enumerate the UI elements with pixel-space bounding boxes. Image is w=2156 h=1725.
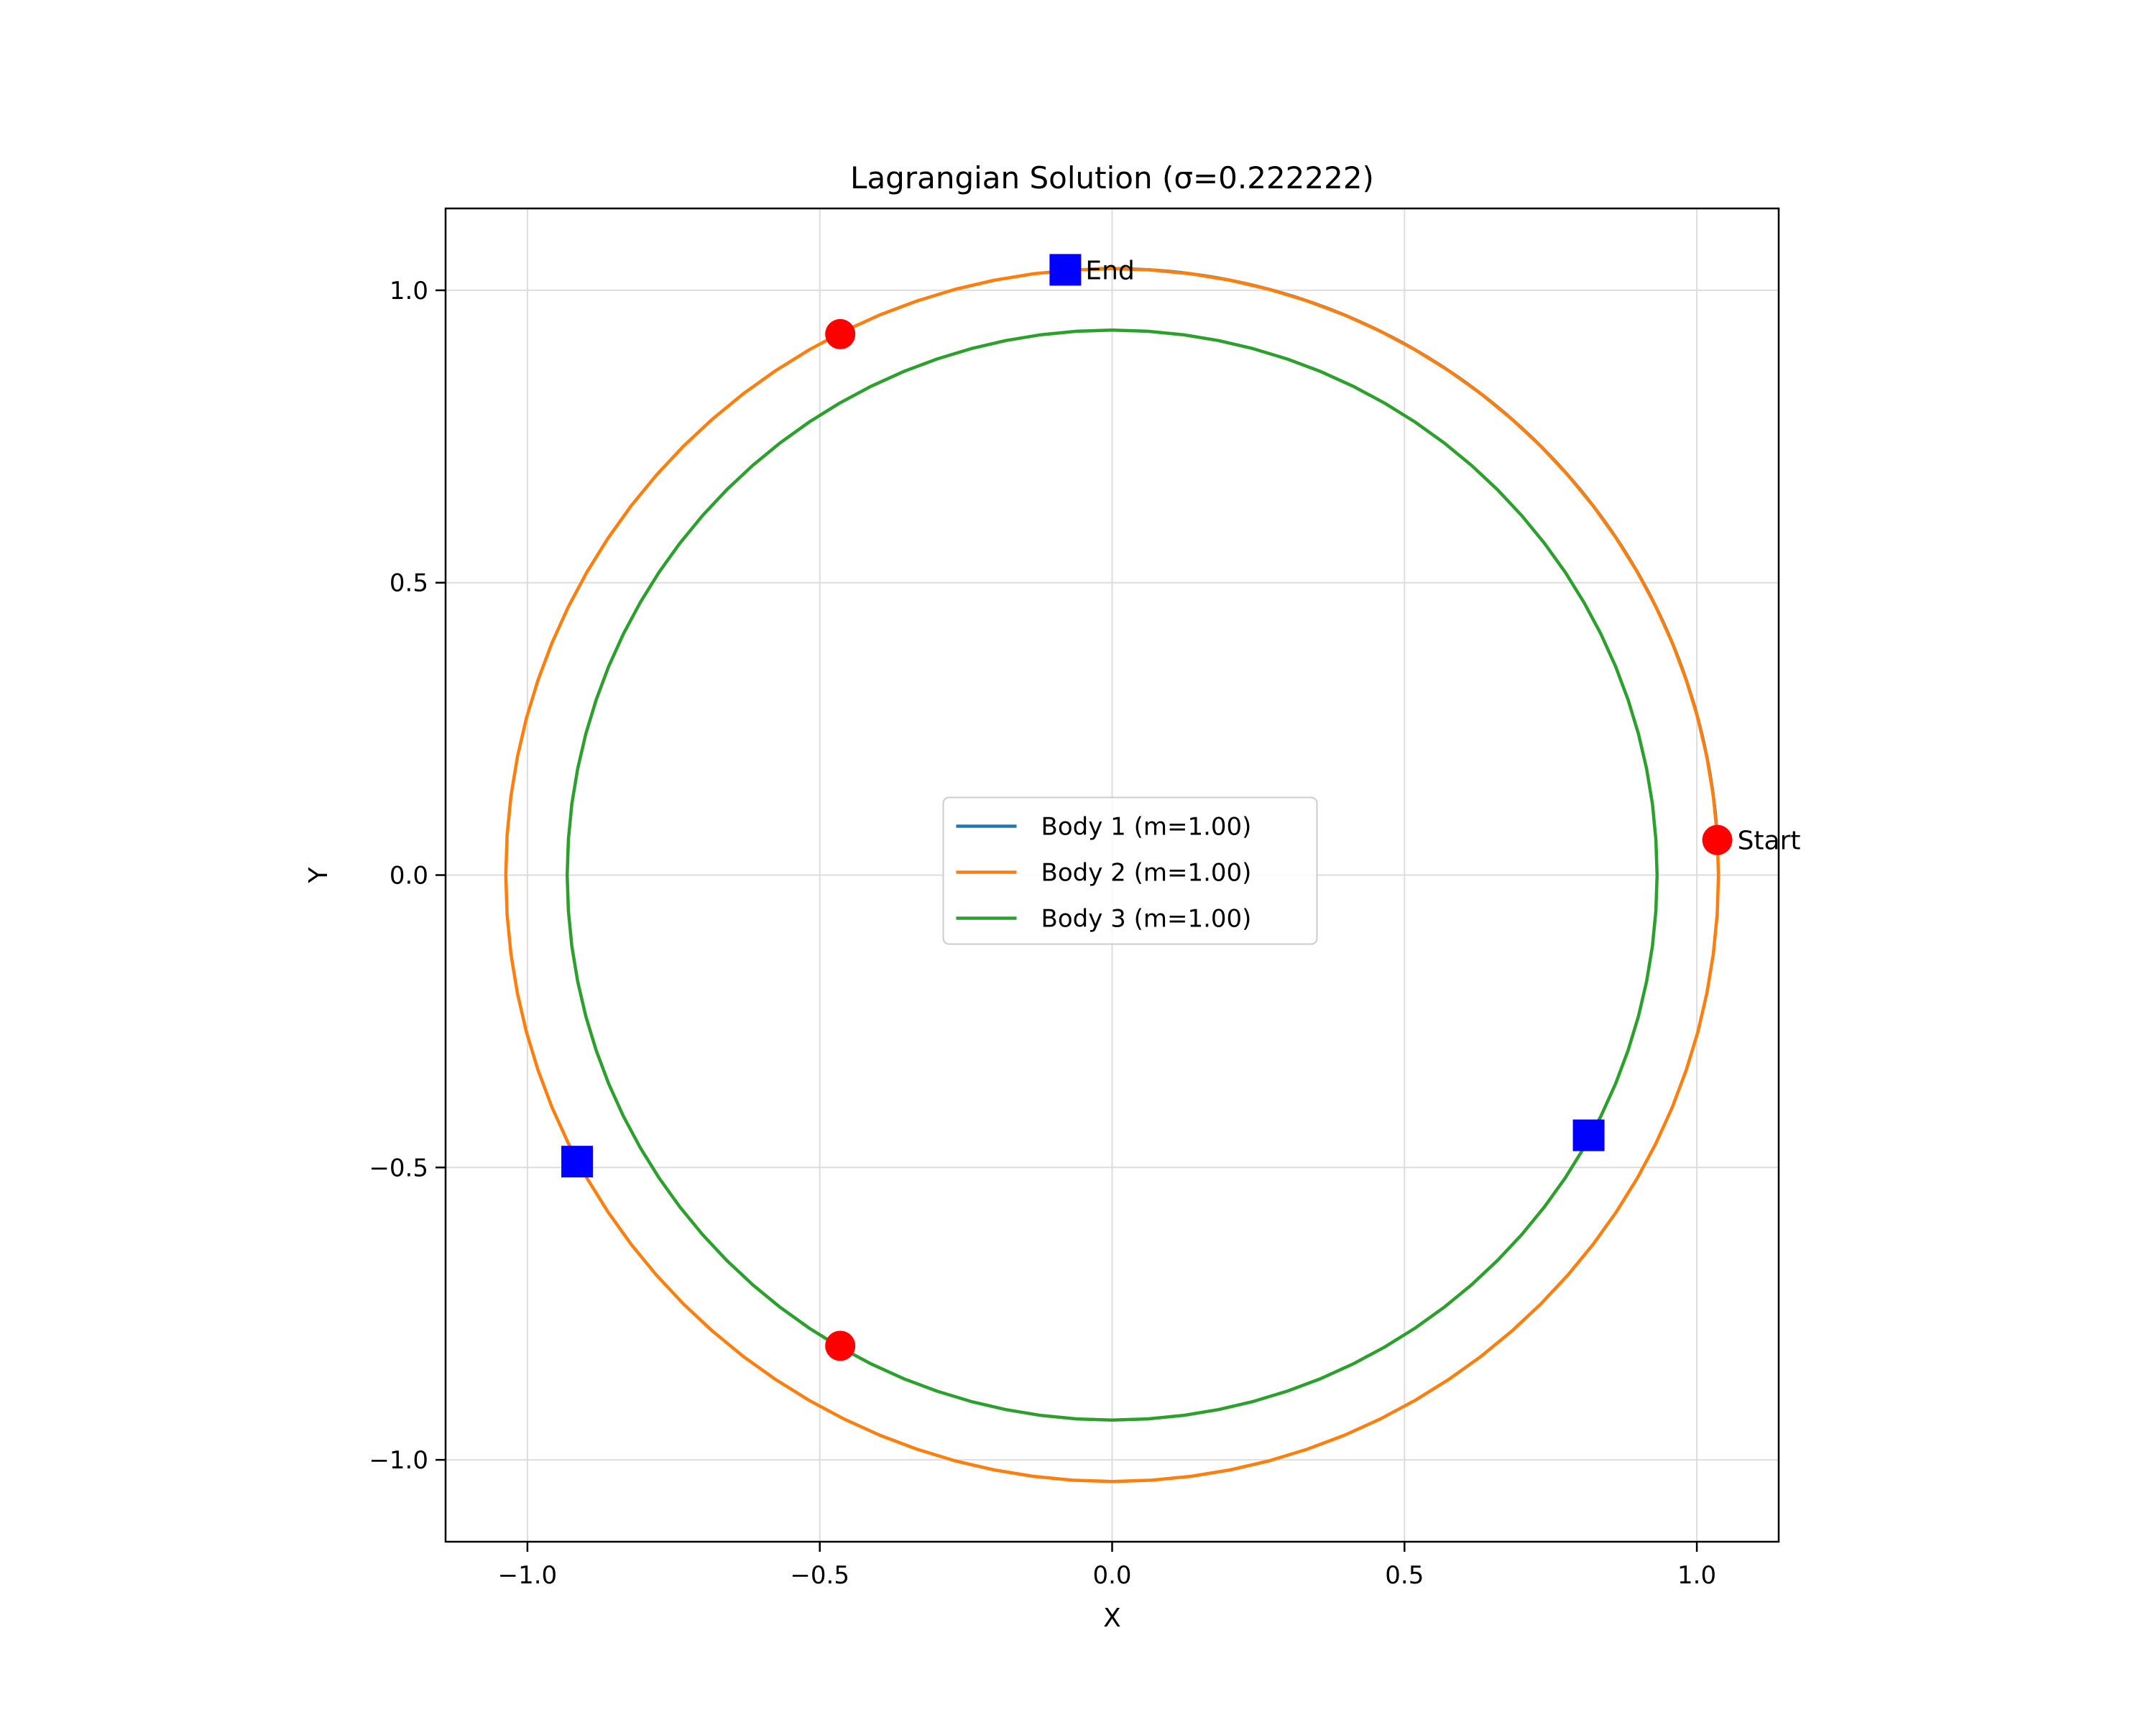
- y-axis-label: Y: [304, 867, 333, 884]
- x-tick-label: 1.0: [1677, 1561, 1716, 1590]
- annotation-end: End: [1085, 256, 1134, 285]
- end-marker: [561, 1146, 594, 1178]
- legend-label-body-1: Body 1 (m=1.00): [1041, 813, 1252, 842]
- marker-layer: [561, 254, 1733, 1361]
- end-marker: [1049, 254, 1082, 286]
- legend-box: [942, 796, 1318, 945]
- grid: [446, 208, 1779, 1542]
- x-tick-label: −1.0: [498, 1561, 558, 1590]
- chart-title: Lagrangian Solution (σ=0.222222): [850, 160, 1374, 196]
- y-tick-label: 0.0: [390, 862, 428, 891]
- annotation-layer: Start End: [1085, 256, 1800, 855]
- start-marker: [825, 318, 856, 349]
- series-line-body-3: [565, 328, 1659, 1422]
- x-tick-label: 0.5: [1385, 1561, 1424, 1590]
- x-axis-label: X: [1103, 1604, 1121, 1633]
- y-tick-label: 0.5: [390, 569, 428, 598]
- x-tick-label: −0.5: [790, 1561, 849, 1590]
- legend-label-body-2: Body 2 (m=1.00): [1041, 859, 1252, 888]
- y-tick-label: 1.0: [390, 277, 428, 305]
- y-tick-label: −1.0: [369, 1446, 428, 1475]
- series-line-body-2: [504, 267, 1720, 1484]
- y-tick-label: −0.5: [369, 1154, 428, 1182]
- x-tick-label: 0.0: [1092, 1561, 1131, 1590]
- end-marker: [1572, 1119, 1605, 1151]
- ticks: −1.0 −0.5 0.0 0.5 1.0 −1.0 −0.5 0.0 0.5 1.0: [369, 277, 1716, 1590]
- series-layer: [504, 267, 1720, 1484]
- legend-label-body-3: Body 3 (m=1.00): [1041, 905, 1252, 934]
- start-marker: [1702, 824, 1733, 855]
- start-marker: [825, 1330, 856, 1361]
- legend: Body 1 (m=1.00) Body 2 (m=1.00) Body 3 (m=…: [942, 796, 1318, 945]
- annotation-start: Start: [1738, 827, 1801, 856]
